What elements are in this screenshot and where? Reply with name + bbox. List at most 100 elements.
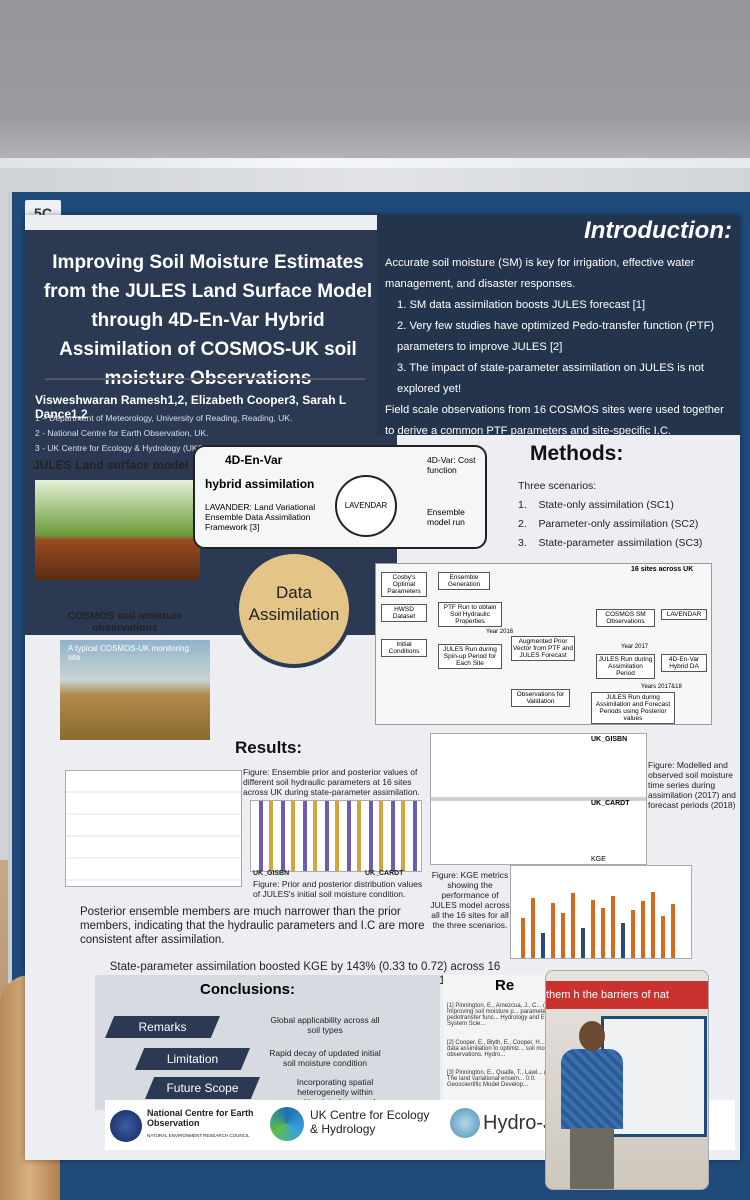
land-surface-model-illustration (35, 480, 200, 580)
intro-lead: Accurate soil moisture (SM) is key for i… (385, 257, 695, 290)
nceo-logo-subtext: NATURAL ENVIRONMENT RESEARCH COUNCIL (147, 1133, 250, 1138)
kge-bar (641, 901, 645, 958)
kge-bar (601, 908, 605, 958)
ukceh-logo-text: UK Centre for Ecology & Hydrology (310, 1108, 430, 1136)
kge-bar (541, 933, 545, 958)
hydro-jules-logo-icon (450, 1108, 480, 1138)
site-label: UK_CARDT (365, 870, 404, 877)
kge-bar (611, 896, 615, 958)
flow-box: 4D-En-Var Hybrid DA (661, 654, 707, 672)
presenter-trousers (570, 1128, 614, 1189)
methods-flowchart: Cosby's Optimal Parameters Ensemble Gene… (375, 563, 712, 725)
kge-bar (621, 923, 625, 958)
ceiling (0, 0, 750, 165)
parameter-ensemble-figure (65, 770, 242, 887)
data-assimilation-circle: Data Assimilation (235, 550, 353, 668)
poster-authors: Visweshwaran Ramesh1,2, Elizabeth Cooper… (35, 393, 347, 421)
scenario-item: 2. Parameter-only assimilation (SC2) (518, 518, 699, 530)
flow-box: JULES Run during Assimilation and Foreca… (591, 692, 675, 724)
reference-item: [3] Pinnington, E., Quaife, T., Lawl... … (447, 1070, 563, 1088)
jules-label: JULES Land surface model (33, 458, 189, 472)
envar-panel: 4D-En-Var hybrid assimilation LAVANDER: … (193, 445, 487, 549)
ceiling-light (0, 158, 750, 168)
introduction-text: Accurate soil moisture (SM) is key for i… (385, 253, 735, 442)
kge-bar (561, 913, 565, 958)
inset-banner-text: them h the barriers of nat (546, 981, 708, 1009)
conclusions-heading: Conclusions: (200, 981, 296, 998)
cosmos-label: COSMOS soil moisture observations (67, 610, 183, 634)
kge-bar-chart: KGE (510, 856, 692, 959)
site-label: UK_GISBN (591, 736, 628, 743)
kge-bar (671, 904, 675, 958)
intro-point: 1. SM data assimilation boosts JULES for… (397, 299, 646, 311)
introduction-panel: Introduction: Accurate soil moisture (SM… (377, 215, 740, 437)
envar-title: 4D-En-Var (225, 453, 283, 467)
poster-title: Improving Soil Moisture Estimates from t… (43, 252, 373, 389)
flow-box: HWSD Dataset (381, 604, 427, 622)
kge-bar (581, 928, 585, 958)
flow-year: Year 2017 (621, 644, 649, 650)
intro-point: 3. The impact of state-parameter assimil… (397, 362, 704, 395)
flow-year: Year 2016 (486, 629, 514, 635)
kge-bar (551, 903, 555, 958)
figure-caption: Figure: KGE metrics showing the performa… (430, 870, 510, 930)
poster: Improving Soil Moisture Estimates from t… (25, 215, 740, 1160)
scenario-item: 1. State-only assimilation (SC1) (518, 499, 674, 511)
kge-label: KGE (591, 856, 606, 863)
inset-photo: them h the barriers of nat (545, 970, 709, 1190)
presenter-head (579, 1021, 605, 1051)
affiliation: 1 – Department of Meteorology, Universit… (35, 413, 293, 423)
site-label: UK_GISBN (253, 870, 290, 877)
nceo-logo-text: National Centre for Earth Observation (147, 1108, 254, 1128)
kge-bar (531, 898, 535, 958)
results-heading: Results: (235, 738, 303, 757)
nceo-logo-icon (110, 1110, 142, 1142)
conclusion-tag: Future Scope (145, 1077, 260, 1099)
introduction-heading: Introduction: (584, 217, 732, 244)
flow-box: Ensemble Generation (438, 572, 490, 590)
kge-bar (591, 900, 595, 958)
initial-condition-figure (250, 800, 422, 872)
cost-function-label: 4D-Var: Cost function (427, 455, 476, 475)
flow-box: Initial Conditions (381, 639, 427, 657)
flow-label: 16 sites across UK (631, 566, 694, 573)
conclusion-text: Rapid decay of updated initial soil mois… (269, 1048, 381, 1068)
flow-box: Observations for Validation (511, 689, 570, 707)
plus-icon: ✚ (193, 576, 237, 634)
reference-item: [2] Cooper, E., Blyth, E., Cooper, H... … (447, 1040, 562, 1058)
kge-bar (631, 910, 635, 958)
scenario-item: 3. State-parameter assimilation (SC3) (518, 537, 703, 549)
figure-caption: Figure: Ensemble prior and posterior val… (243, 767, 420, 797)
results-summary: Posterior ensemble members are much narr… (80, 906, 425, 946)
flow-box: PTF Run to obtain Soil Hydraulic Propert… (438, 602, 502, 627)
envar-description: LAVANDER: Land Variational Ensemble Data… (205, 502, 316, 532)
kge-bar (571, 893, 575, 958)
flow-box: JULES Run during Assimilation Period (596, 654, 655, 679)
soil-moisture-timeseries-figure: UK_GISBN UK_CARDT (430, 733, 647, 865)
scenarios-intro: Three scenarios: (518, 480, 597, 492)
lavendar-circle: LAVENDAR (335, 475, 397, 537)
flow-box: JULES Run during Spin-up Period for Each… (438, 644, 502, 669)
kge-bar (661, 916, 665, 958)
figure-caption: Figure: Modelled and observed soil moist… (648, 760, 736, 810)
kge-bar (521, 918, 525, 958)
ukceh-logo-icon (270, 1107, 304, 1141)
site-label: UK_CARDT (591, 800, 630, 807)
kge-bar (651, 892, 655, 958)
flow-box: Cosby's Optimal Parameters (381, 572, 427, 597)
references-heading: Re (495, 977, 515, 994)
reference-item: [1] Pinnington, E., Amezcua, J., C... (2… (447, 1003, 563, 1027)
ensemble-label: Ensemble model run (427, 507, 465, 527)
figure-caption: Figure: Prior and posterior distribution… (253, 879, 423, 899)
data-assimilation-label: Data Assimilation (248, 583, 340, 624)
scenario-list: Three scenarios: 1. State-only assimilat… (518, 480, 728, 556)
title-divider (45, 378, 365, 380)
intro-closing: Field scale observations from 16 COSMOS … (385, 404, 724, 437)
intro-point: 2. Very few studies have optimized Pedo-… (397, 320, 715, 353)
envar-subtitle: hybrid assimilation (205, 477, 315, 491)
affiliation: 2 - National Centre for Earth Observatio… (35, 428, 209, 438)
cosmos-site-caption: A typical COSMOS-UK monitoring site (68, 644, 189, 662)
flow-box: COSMOS SM Observations (596, 609, 655, 627)
flow-year: Years 2017&18 (641, 684, 682, 690)
methods-heading: Methods: (530, 442, 624, 465)
